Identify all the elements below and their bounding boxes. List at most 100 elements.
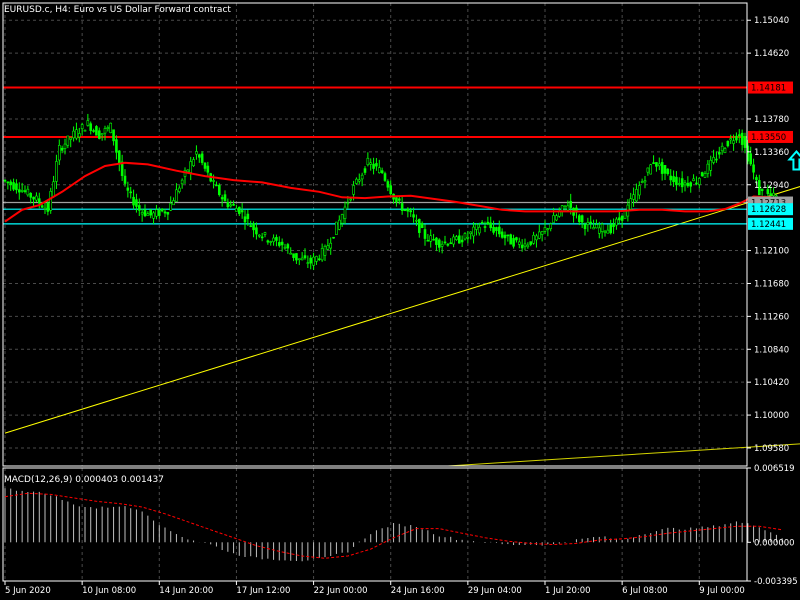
candle-body (140, 212, 144, 215)
moving-average-line (4, 161, 780, 223)
candle-body (52, 181, 55, 198)
candle-body (200, 153, 204, 163)
candle-body (437, 239, 441, 248)
candle-body (303, 255, 307, 259)
candle-body (346, 202, 350, 205)
candle-body (537, 231, 541, 239)
candle-body (700, 172, 704, 177)
candle-body (455, 236, 458, 240)
candle-body (652, 162, 655, 164)
time-tick-label: 10 Jun 08:00 (82, 586, 136, 596)
candle-body (717, 152, 721, 155)
candle-body (672, 176, 675, 183)
candle-body (523, 243, 527, 247)
candle-body (9, 181, 13, 186)
candle-body (535, 235, 538, 241)
candle-body (186, 169, 190, 173)
candle-body (723, 148, 727, 153)
candle-body (146, 213, 150, 216)
candle-body (32, 196, 35, 200)
candle-body (129, 191, 133, 194)
candle-body (740, 132, 744, 145)
candle-body (6, 181, 10, 184)
up-arrow-icon[interactable] (787, 149, 800, 171)
candle-body (317, 258, 321, 261)
candle-body (143, 209, 147, 217)
candle-body (89, 123, 93, 131)
candle-body (586, 222, 590, 225)
candle-body (743, 136, 747, 148)
candle-body (463, 233, 467, 240)
candle-body (397, 198, 401, 201)
candle-body (497, 226, 501, 235)
trendline[interactable] (4, 176, 800, 434)
candle-body (715, 158, 718, 161)
candle-body (343, 206, 347, 219)
candle-body (597, 227, 601, 234)
candle-body (220, 197, 224, 200)
macd-panel-frame (2, 467, 748, 582)
candle-body (109, 122, 113, 134)
candle-body (49, 191, 53, 211)
candle-body (229, 204, 233, 207)
candle-body (360, 174, 364, 180)
panel-frames (2, 2, 748, 582)
candle-body (55, 161, 58, 182)
candle-body (612, 223, 615, 228)
candle-body (86, 120, 90, 126)
candle-body (12, 182, 15, 190)
candle-body (29, 193, 33, 198)
candle-body (80, 124, 84, 130)
candle-body (266, 240, 270, 243)
candle-body (726, 140, 730, 147)
candle-body (609, 224, 613, 234)
candle-body (335, 221, 338, 235)
candle-body (409, 210, 413, 213)
candle-body (152, 212, 155, 219)
candle-body (269, 241, 273, 243)
candle-body (37, 198, 41, 204)
candle-body (420, 223, 424, 228)
candle-body (357, 179, 361, 182)
candle-body (677, 183, 681, 185)
candle-body (620, 215, 624, 221)
candle-body (637, 185, 641, 196)
candle-body (306, 262, 310, 264)
price-tick-label: 1.10420 (754, 378, 789, 388)
candle-body (380, 170, 384, 174)
candle-body (226, 202, 230, 208)
macd-panel[interactable] (4, 488, 783, 562)
candle-body (340, 214, 344, 224)
price-level-label-box (748, 217, 793, 230)
time-tick-label: 1 Jul 20:00 (545, 586, 591, 596)
candle-body (320, 248, 324, 261)
price-chart-panel[interactable] (3, 86, 800, 467)
time-tick-label: 29 Jun 04:00 (468, 586, 522, 596)
price-tick-label: 1.13780 (754, 115, 789, 125)
candle-body (169, 203, 173, 211)
candle-body (583, 224, 587, 230)
trendline[interactable] (447, 441, 800, 467)
candle-body (686, 182, 690, 187)
candle-body (766, 189, 770, 194)
candle-body (517, 241, 521, 245)
candle-body (35, 195, 38, 201)
candle-body (500, 231, 504, 238)
price-tick-label: 1.11260 (754, 312, 789, 322)
candle-body (589, 221, 593, 224)
price-tick-label: 1.10840 (754, 345, 789, 355)
macd-tick-label: -0.003395 (754, 577, 798, 587)
candle-body (223, 194, 227, 202)
candle-body (120, 161, 124, 176)
candle-body (752, 164, 755, 173)
candle-body (232, 204, 235, 206)
candle-body (386, 181, 390, 188)
price-level-label: 1.12441 (751, 220, 786, 230)
candle-body (46, 202, 50, 212)
candle-body (40, 205, 44, 208)
price-level-label: 1.12628 (751, 205, 786, 215)
candle-body (592, 227, 595, 230)
candle-body (175, 189, 178, 202)
price-tick-label: 1.12940 (754, 181, 789, 191)
candle-body (655, 162, 658, 167)
